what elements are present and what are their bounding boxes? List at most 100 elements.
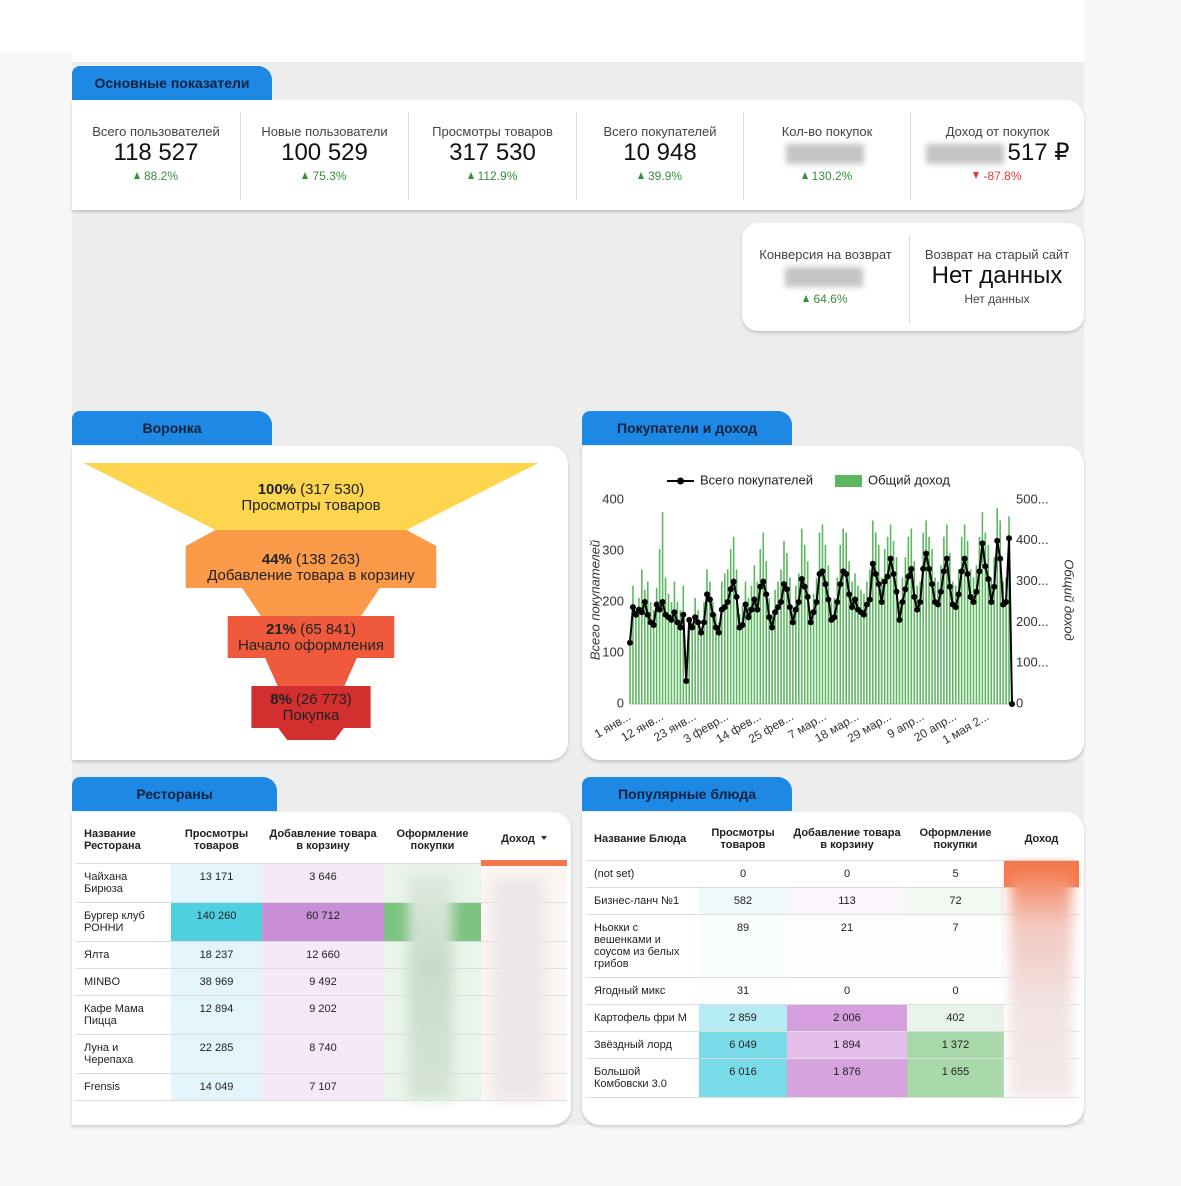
table-cell: 12 660 (262, 941, 384, 969)
column-header: Название Ресторана (76, 818, 171, 864)
table-cell: 9 492 (262, 968, 384, 996)
point (789, 619, 796, 626)
table-cell: (not set) (586, 860, 699, 888)
funnel-percent: 8% (270, 691, 292, 708)
bar (928, 536, 930, 704)
funnel: 100% (317 530)Просмотры товаров 44% (138 26… (83, 463, 539, 740)
funnel-percent: 44% (262, 551, 292, 568)
point (689, 624, 696, 631)
bar (951, 581, 954, 704)
funnel-value: 44% (138 263) (262, 551, 360, 568)
y-tick-label: 300 (602, 542, 624, 557)
point (674, 619, 681, 626)
point (875, 581, 882, 588)
table-cell: 582 (699, 887, 787, 915)
point (937, 588, 944, 595)
bar (777, 581, 779, 704)
point (881, 578, 888, 585)
funnel-step (83, 463, 539, 530)
point (914, 606, 921, 613)
point (896, 616, 903, 623)
bar (860, 589, 862, 704)
bar (792, 610, 794, 704)
bar (718, 622, 720, 704)
column-header: Добавление товара в корзину (787, 818, 907, 861)
point (893, 588, 900, 595)
point (973, 588, 980, 595)
funnel-value: 21% (65 841) (266, 621, 356, 638)
table-cell: 7 107 (262, 1073, 384, 1101)
table-cell: 113 (787, 887, 907, 915)
point (775, 604, 782, 611)
point (754, 606, 761, 613)
point (905, 573, 912, 580)
kpi-label: Всего пользователей (92, 124, 220, 139)
point (899, 599, 906, 605)
point (920, 565, 927, 572)
funnel-tail (278, 728, 344, 740)
point (866, 596, 873, 603)
kpi-value (744, 140, 910, 166)
bar (877, 544, 880, 704)
point (706, 596, 713, 603)
bar (869, 569, 871, 704)
bar (863, 593, 865, 704)
sort-caret (540, 836, 547, 840)
bar (836, 577, 839, 704)
y2-tick-label: 300... (1016, 573, 1049, 588)
bar (815, 577, 818, 704)
point (852, 596, 859, 603)
table-row: Бизнес-ланч №1 582 113 72 (586, 887, 1079, 915)
bar (673, 581, 676, 704)
bar (845, 532, 847, 704)
y2-tick-label: 500... (1016, 491, 1049, 506)
point (849, 604, 856, 611)
bar (839, 544, 842, 704)
section-tab: Рестораны (72, 777, 277, 811)
bar (848, 561, 850, 704)
table-cell: 18 237 (171, 941, 262, 969)
kpi: Просмотры товаров 317 530 112.9% (408, 112, 576, 200)
table-card: Название Блюда Просмотры товаров Добавлени… (582, 812, 1084, 1125)
y-tick-label: 0 (617, 695, 624, 710)
table-cell: Бизнес-ланч №1 (586, 887, 699, 915)
bar (774, 589, 776, 704)
point (709, 611, 716, 618)
kpi-value: 517 ₽ (911, 140, 1084, 166)
point (629, 604, 636, 611)
funnel-count: (65 841) (300, 621, 356, 638)
table-cell: 0 (787, 977, 907, 1005)
table-row: Ягодный микс 31 0 0 (586, 977, 1079, 1005)
funnel-count: (317 530) (300, 481, 364, 498)
point (807, 619, 814, 626)
point (967, 593, 974, 600)
point (683, 678, 690, 685)
bar (1005, 577, 1007, 704)
kpi-change: 64.6% (742, 291, 909, 307)
arrow-icon (803, 295, 810, 302)
top-bar (0, 0, 1084, 52)
table-cell: 2 006 (787, 1004, 907, 1032)
point (964, 570, 971, 577)
point (1009, 701, 1015, 707)
kpi-value-text: 118 527 (113, 139, 199, 166)
table-cell: 21 (787, 914, 907, 978)
point (834, 599, 841, 605)
bar (874, 532, 877, 704)
point (884, 573, 891, 580)
point (695, 619, 702, 626)
point (926, 565, 933, 572)
bar (744, 581, 747, 704)
bar (768, 597, 770, 704)
table-cell: 8 740 (262, 1034, 384, 1074)
kpi-change: -87.8% (911, 168, 1084, 184)
point (692, 614, 699, 621)
table-cell: 0 (699, 860, 787, 888)
bar (664, 577, 667, 704)
funnel-percent: 21% (266, 621, 296, 638)
bar (934, 577, 936, 704)
table-cell: 12 894 (171, 995, 262, 1035)
column-header: Просмотры товаров (171, 818, 262, 864)
bar (795, 585, 797, 704)
point (801, 583, 808, 590)
